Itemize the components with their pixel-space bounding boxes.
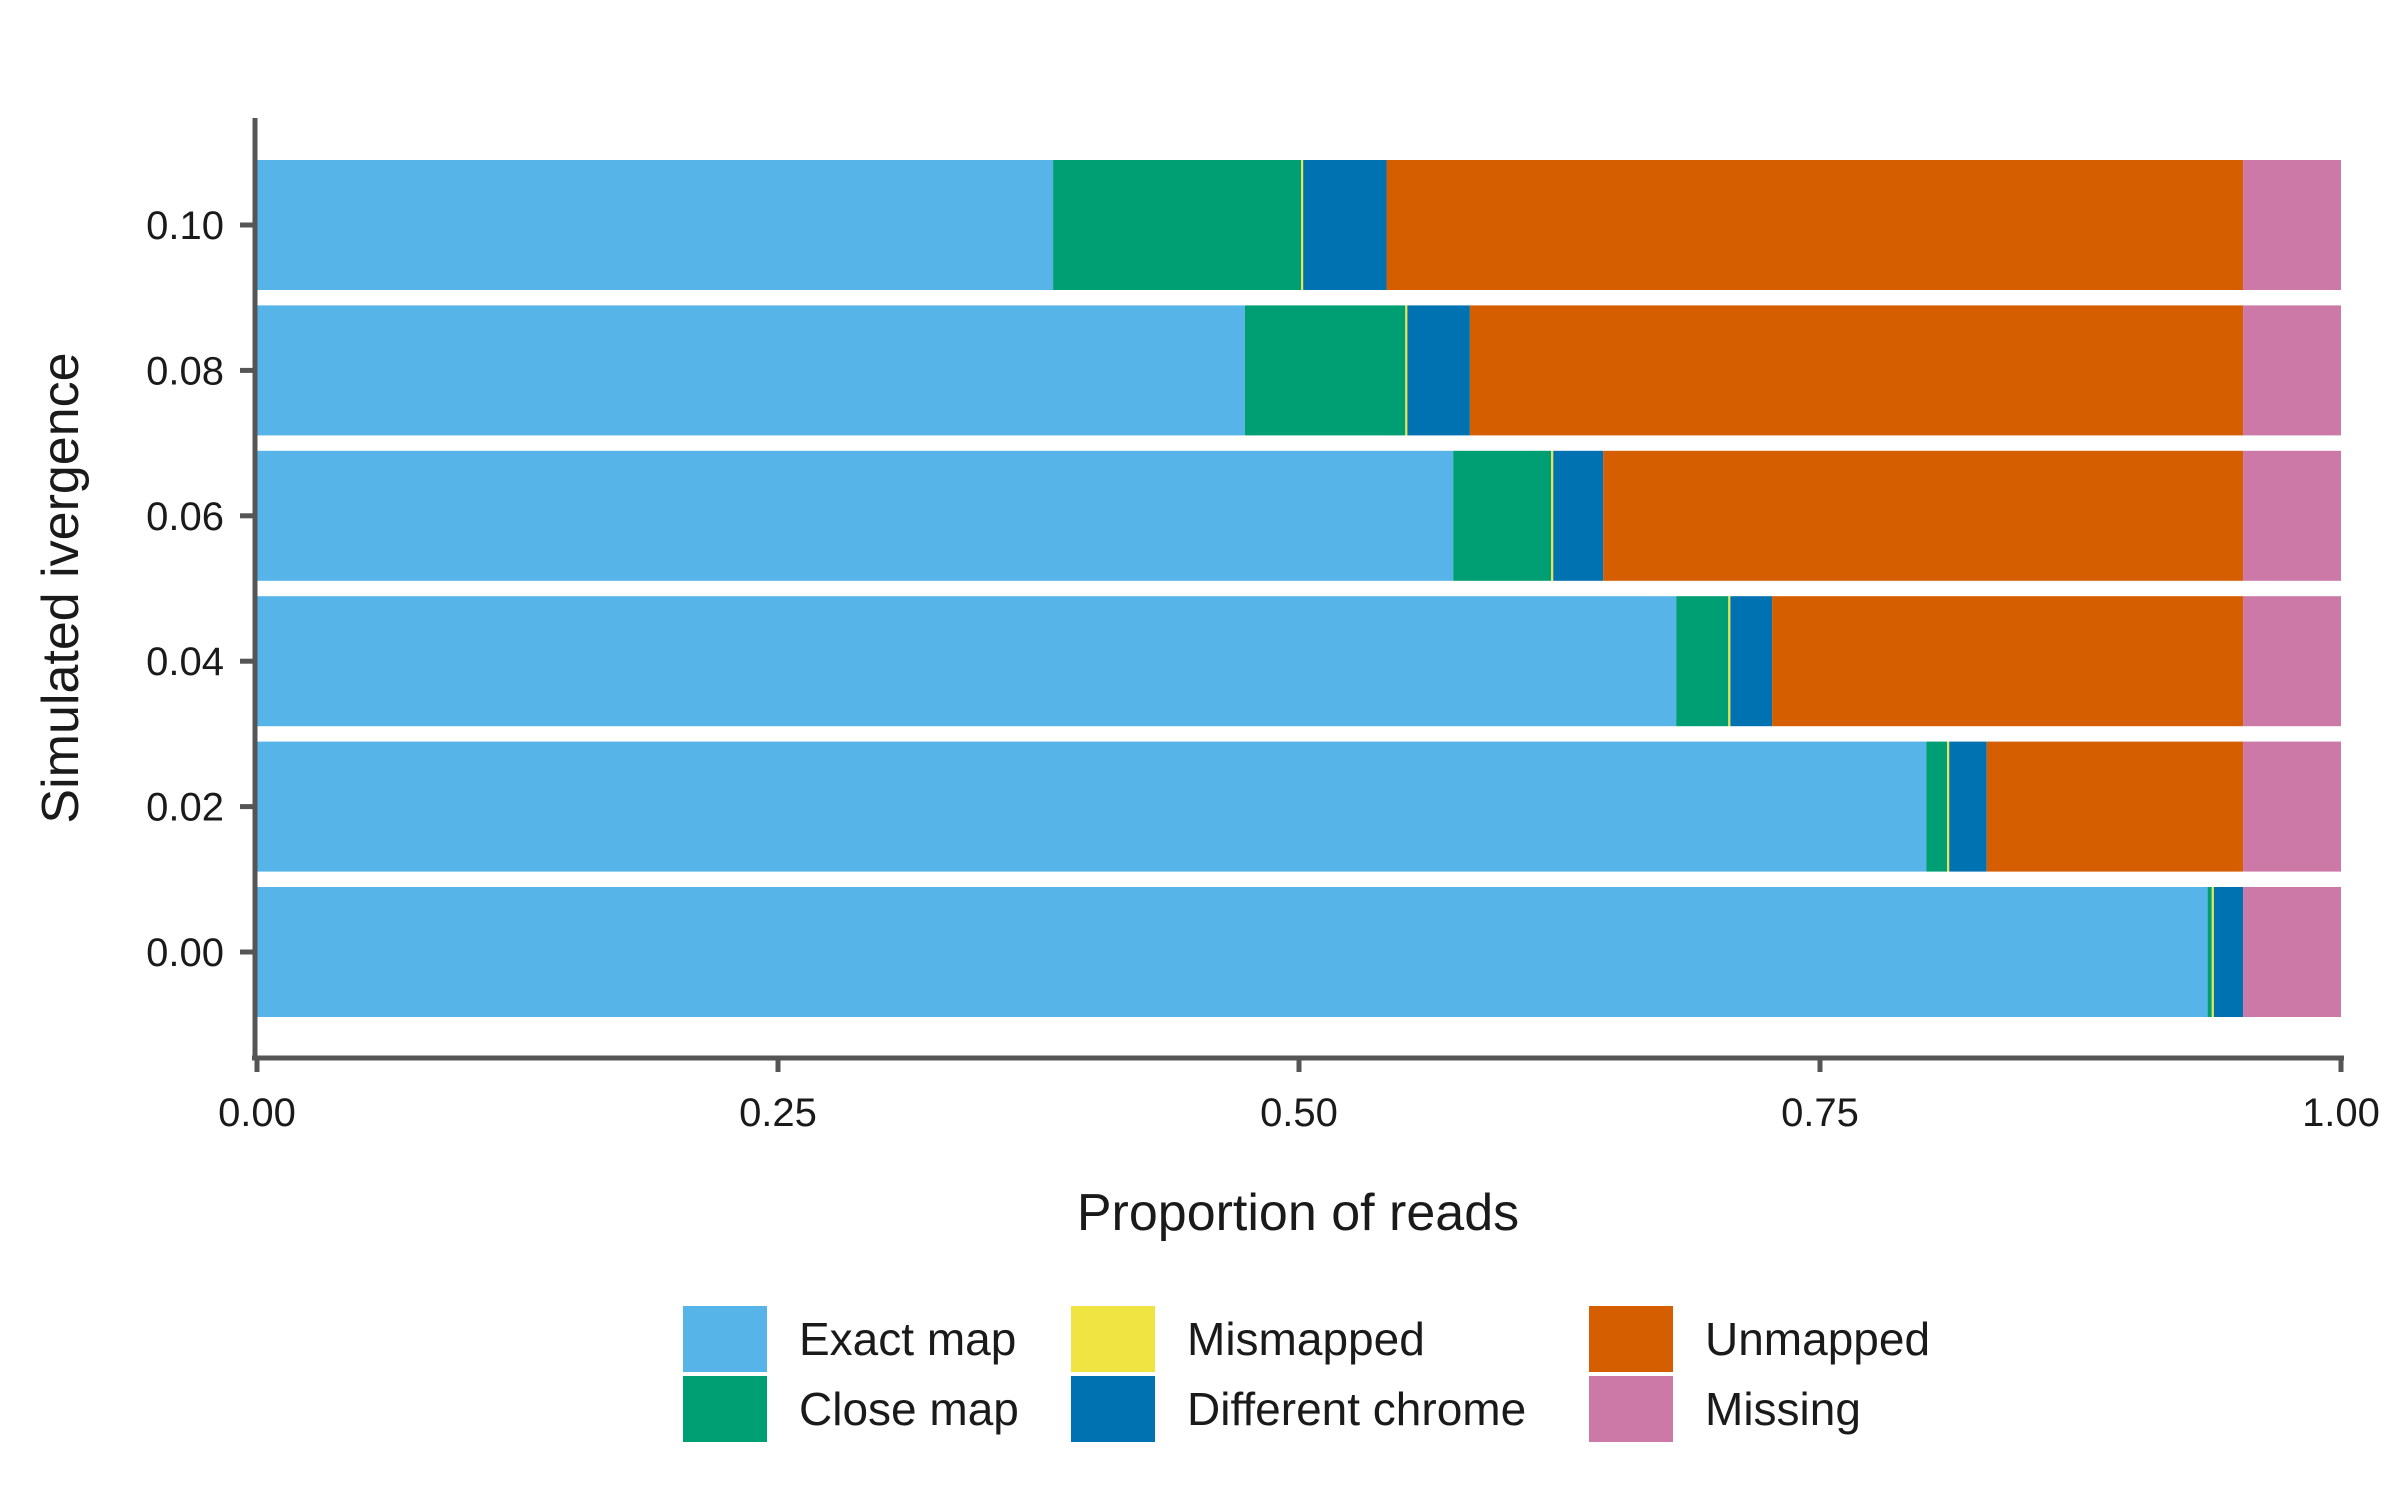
bar-segment-different-chrome-0.04 [1730, 596, 1773, 727]
bar-segment-different-chrome-0.08 [1407, 305, 1470, 436]
bar-segment-close-map-0.08 [1244, 305, 1406, 436]
x-tick-label: 0.00 [218, 1091, 296, 1135]
bar-segment-exact-map-0.10 [257, 160, 1054, 290]
bar-segment-missing-0.06 [2243, 450, 2341, 581]
legend-label: Mismapped [1187, 1313, 1425, 1365]
bar-segment-missing-0.08 [2243, 305, 2341, 436]
x-tick-label: 0.75 [1781, 1091, 1859, 1135]
bar-segment-close-map-0.10 [1053, 160, 1302, 290]
legend-swatch-exact-map [683, 1306, 767, 1372]
legend-swatch-missing [1589, 1376, 1673, 1442]
bar-segment-different-chrome-0.10 [1303, 160, 1387, 290]
x-tick-label: 1.00 [2302, 1091, 2380, 1135]
bar-segment-close-map-0.06 [1453, 450, 1552, 581]
legend-swatch-different-chrome [1071, 1376, 1155, 1442]
bar-segment-mismapped-0.10 [1301, 160, 1304, 290]
y-tick-label: 0.00 [146, 931, 224, 975]
legend-swatch-mismapped [1071, 1306, 1155, 1372]
bar-segment-exact-map-0.02 [257, 741, 1927, 872]
bar-segment-unmapped-0.04 [1772, 596, 2244, 727]
bar-segment-mismapped-0.02 [1947, 741, 1950, 872]
y-tick-label: 0.10 [146, 204, 224, 248]
bar-segment-mismapped-0.06 [1551, 450, 1554, 581]
bar-segment-exact-map-0.00 [257, 887, 2208, 1017]
y-ticks-group: 0.00 0.02 0.04 0.06 0.08 0.10 [146, 204, 255, 975]
y-tick-label: 0.08 [146, 349, 224, 393]
bar-segment-unmapped-0.02 [1986, 741, 2244, 872]
bar-segment-missing-0.02 [2243, 741, 2341, 872]
legend: Exact map Close map Mismapped Different chr… [683, 1306, 1930, 1442]
bar-segment-unmapped-0.06 [1603, 450, 2244, 581]
y-tick-label: 0.02 [146, 786, 224, 830]
bar-segment-exact-map-0.04 [257, 596, 1677, 727]
bar-segment-mismapped-0.04 [1728, 596, 1731, 727]
x-tick-label: 0.25 [739, 1091, 817, 1135]
bar-segment-different-chrome-0.02 [1949, 741, 1987, 872]
legend-label: Exact map [799, 1313, 1016, 1365]
legend-swatch-close-map [683, 1376, 767, 1442]
bar-segment-close-map-0.00 [2207, 887, 2212, 1017]
bars-group [257, 160, 2341, 1017]
legend-label: Different chrome [1187, 1383, 1526, 1435]
bar-segment-missing-0.00 [2243, 887, 2341, 1017]
legend-label: Missing [1705, 1383, 1861, 1435]
bar-segment-missing-0.10 [2243, 160, 2341, 290]
x-ticks-group: 0.00 0.25 0.50 0.75 1.00 [218, 1058, 2380, 1135]
y-tick-label: 0.04 [146, 640, 224, 684]
y-tick-label: 0.06 [146, 495, 224, 539]
legend-swatch-unmapped [1589, 1306, 1673, 1372]
bar-segment-missing-0.04 [2243, 596, 2341, 727]
x-axis-title: Proportion of reads [1077, 1184, 1519, 1242]
bar-segment-different-chrome-0.06 [1553, 450, 1604, 581]
bar-segment-close-map-0.04 [1676, 596, 1729, 727]
bar-segment-different-chrome-0.00 [2213, 887, 2244, 1017]
legend-label: Unmapped [1705, 1313, 1930, 1365]
bar-segment-mismapped-0.00 [2211, 887, 2214, 1017]
legend-label: Close map [799, 1383, 1019, 1435]
bar-segment-unmapped-0.08 [1469, 305, 2244, 436]
bar-segment-unmapped-0.10 [1386, 160, 2244, 290]
y-axis-title: Simulated ivergence [32, 352, 90, 823]
bar-segment-exact-map-0.06 [257, 450, 1454, 581]
bar-segment-mismapped-0.08 [1405, 305, 1408, 436]
bar-segment-exact-map-0.08 [257, 305, 1245, 436]
x-tick-label: 0.50 [1260, 1091, 1338, 1135]
bar-segment-close-map-0.02 [1926, 741, 1948, 872]
